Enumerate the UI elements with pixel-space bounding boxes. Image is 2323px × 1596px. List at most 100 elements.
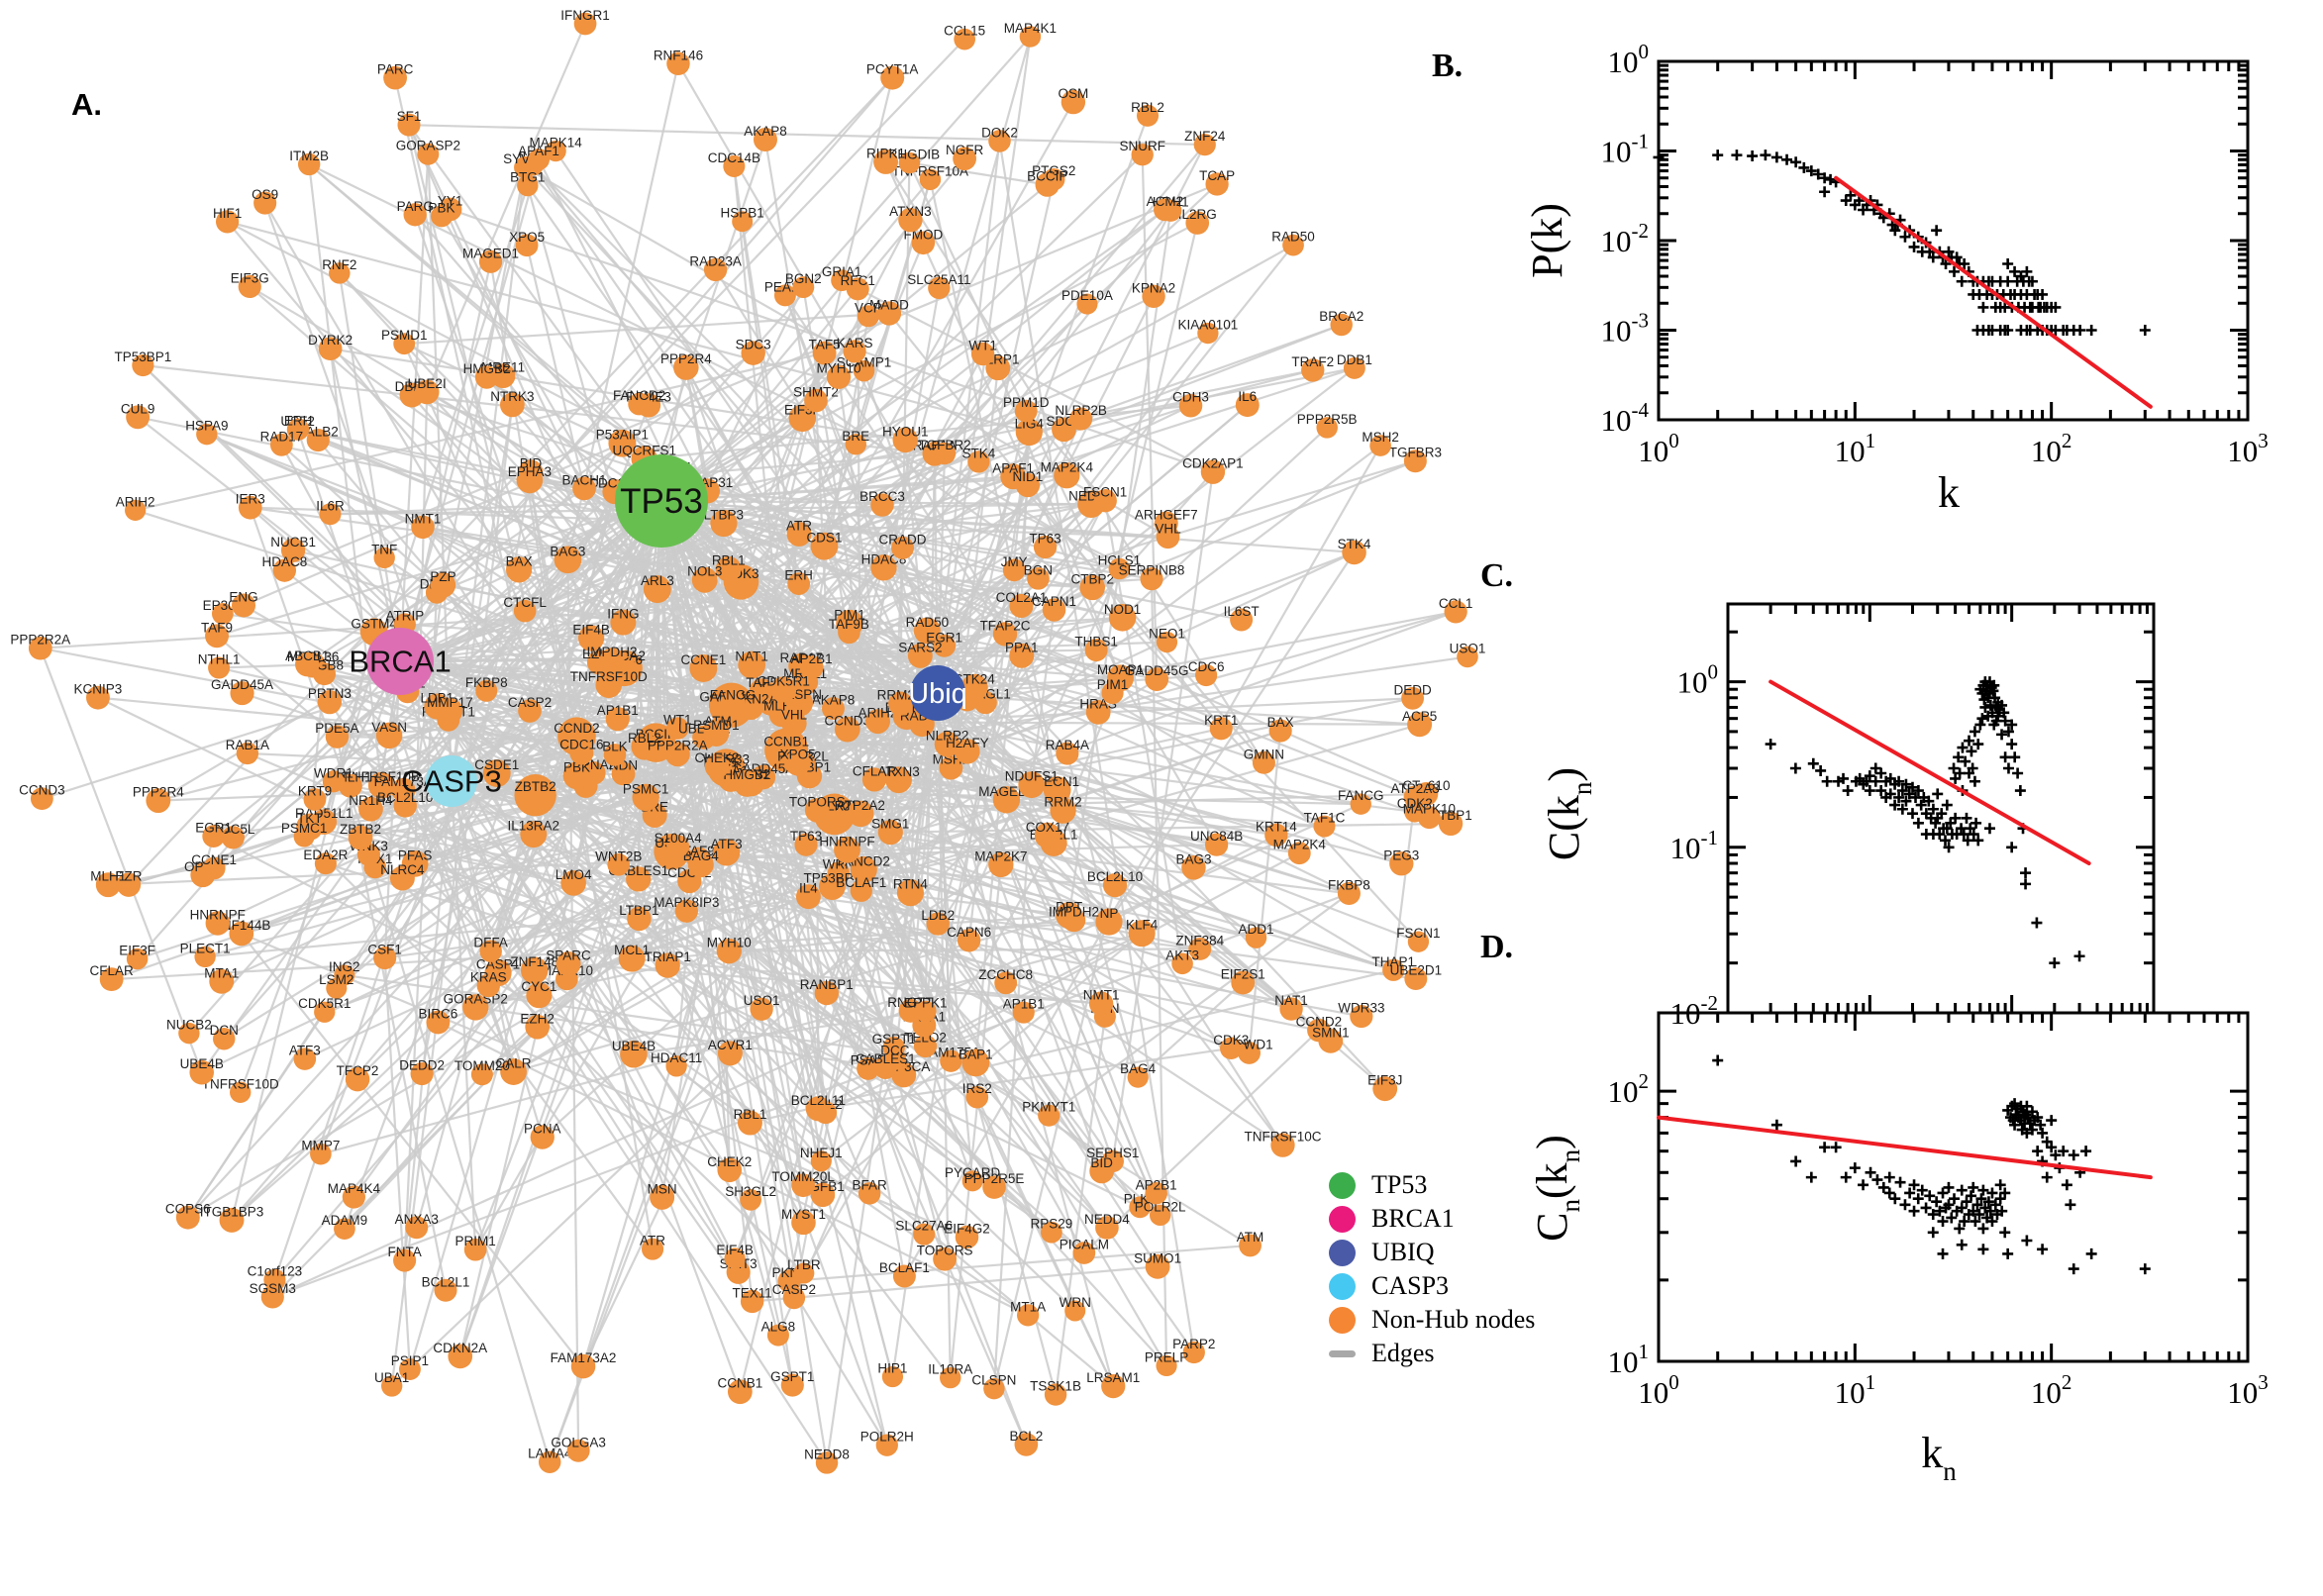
network-edge xyxy=(344,973,952,1062)
network-edge xyxy=(1065,752,1111,923)
data-point xyxy=(2002,275,2014,287)
network-node-label: BRCA2 xyxy=(1319,309,1364,324)
network-node xyxy=(631,733,658,760)
data-point xyxy=(1977,1184,1989,1196)
network-node xyxy=(393,333,416,355)
network-node-label: HDAC11 xyxy=(651,1050,702,1065)
network-node xyxy=(389,865,415,891)
network-node-label: ALG8 xyxy=(761,1320,796,1335)
network-node-label: FSCN1 xyxy=(1083,485,1127,500)
network-node-label: PSMD1 xyxy=(693,718,740,733)
x-tick-label: 101 xyxy=(1835,1370,1876,1410)
network-edge xyxy=(451,208,1166,782)
network-node-label: ATRIP xyxy=(386,608,425,623)
network-edge xyxy=(623,621,939,695)
network-edge xyxy=(40,647,752,784)
network-node xyxy=(650,1184,675,1210)
network-node xyxy=(1407,712,1433,738)
data-point xyxy=(1941,799,1953,811)
network-edge xyxy=(200,558,569,1073)
network-edge xyxy=(404,312,890,346)
network-node xyxy=(1182,1341,1205,1364)
data-point xyxy=(2021,1100,2033,1112)
network-edge xyxy=(404,805,754,1303)
network-node-label: USO1 xyxy=(744,993,780,1008)
data-point xyxy=(1983,823,1995,835)
network-node-label: ANXA3 xyxy=(395,1212,439,1227)
network-edge xyxy=(450,780,536,971)
data-point xyxy=(2002,325,2014,336)
data-point xyxy=(1934,829,1946,841)
network-edge xyxy=(888,312,1223,730)
data-point xyxy=(1770,1119,1782,1131)
plot-points-B xyxy=(1653,150,2151,336)
network-node-label: MAP2K4 xyxy=(1273,838,1327,852)
data-point xyxy=(1884,772,1896,784)
network-edge xyxy=(390,891,912,1387)
network-node-label: WDR33 xyxy=(1338,1001,1384,1016)
network-edge xyxy=(534,794,1076,1312)
network-node-label: NUCB2 xyxy=(166,1018,212,1033)
network-node xyxy=(1417,806,1441,830)
network-edge xyxy=(490,691,1113,952)
network-node xyxy=(146,788,171,814)
network-node-label: IER3 xyxy=(236,492,265,507)
network-node-label: TAF5 xyxy=(746,675,777,690)
data-point xyxy=(1920,1202,1932,1214)
network-node xyxy=(689,653,718,682)
data-point xyxy=(1979,701,1991,713)
network-node xyxy=(1089,1158,1115,1184)
network-node-label: WT1 xyxy=(968,339,997,353)
data-point xyxy=(1977,1223,1989,1235)
network-edge xyxy=(943,645,1158,1194)
network-node xyxy=(1145,1253,1170,1279)
network-node xyxy=(961,1170,983,1192)
network-node xyxy=(410,1061,434,1086)
network-node-label: AKAP8 xyxy=(744,124,787,139)
data-point xyxy=(2061,1179,2072,1191)
network-node-label: TFCP2 xyxy=(337,1063,379,1078)
legend-item-brca1: BRCA1 xyxy=(1329,1202,1535,1236)
x-tick-label: 100 xyxy=(1638,1370,1679,1410)
network-node xyxy=(926,912,950,936)
network-node-label: IL6ST xyxy=(1224,604,1260,619)
data-point xyxy=(1964,735,1975,747)
network-node xyxy=(655,952,680,978)
data-point xyxy=(1936,808,1948,820)
data-point xyxy=(1893,775,1905,787)
network-node xyxy=(666,717,689,740)
network-node xyxy=(1014,1433,1039,1456)
network-node-label: EIF4G2 xyxy=(944,1221,990,1236)
network-node-label: CYC1 xyxy=(521,979,556,994)
network-node xyxy=(753,128,777,152)
network-node-label: MAP4K1 xyxy=(1004,21,1057,36)
network-node xyxy=(791,1210,816,1236)
network-node-label: APAF1 xyxy=(518,144,559,158)
network-edge xyxy=(937,692,1049,837)
network-node xyxy=(870,554,897,581)
network-edge xyxy=(226,221,601,663)
data-point xyxy=(1906,781,1918,793)
network-node xyxy=(1154,198,1176,222)
data-point xyxy=(1931,1196,1943,1208)
network-node xyxy=(1313,815,1336,838)
network-node xyxy=(724,1247,746,1269)
data-point xyxy=(1988,679,2000,691)
data-point xyxy=(1896,785,1908,797)
network-node-label: DYRK2 xyxy=(308,333,353,348)
data-point xyxy=(1969,726,1980,738)
legend-item-casp3: CASP3 xyxy=(1329,1269,1535,1303)
network-node-label: CDK3 xyxy=(1213,1033,1249,1047)
data-point xyxy=(1903,788,1915,800)
network-node xyxy=(988,851,1014,878)
network-node xyxy=(463,1238,487,1261)
network-node xyxy=(1403,449,1427,473)
network-node xyxy=(605,707,630,732)
network-node-label: GADD45A xyxy=(211,677,273,692)
network-edge xyxy=(903,445,1382,1277)
network-node xyxy=(518,699,542,723)
network-node xyxy=(1209,717,1233,741)
network-node xyxy=(393,1248,417,1272)
network-node-label: UQCRFS1 xyxy=(612,443,676,457)
